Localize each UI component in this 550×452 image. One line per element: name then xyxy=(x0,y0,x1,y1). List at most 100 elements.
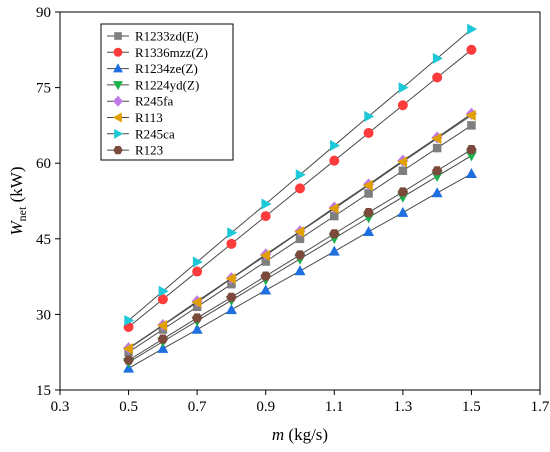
series-6-point-8 xyxy=(398,82,409,94)
legend-label-2: R1234ze(Z) xyxy=(135,61,198,76)
series-2-point-4 xyxy=(260,284,272,295)
series-2-point-1 xyxy=(157,342,169,353)
series-0-point-7 xyxy=(364,189,373,198)
series-0-point-5 xyxy=(295,234,305,244)
series-7-point-7 xyxy=(363,208,374,218)
y-axis-title-main: W xyxy=(7,219,26,235)
x-tick-label-6: 1.5 xyxy=(462,399,481,415)
series-7-point-6 xyxy=(329,229,340,239)
series-1-point-5 xyxy=(295,183,305,194)
legend-label-6: R245ca xyxy=(135,126,175,141)
y-tick-label-5: 90 xyxy=(36,5,51,21)
series-0-point-6 xyxy=(330,211,339,221)
x-tick-label-5: 1.3 xyxy=(393,399,412,415)
legend-marker-4 xyxy=(113,95,123,107)
series-1-point-7 xyxy=(363,127,374,138)
x-axis-title: m (kg/s) xyxy=(272,425,328,444)
series-2-point-3 xyxy=(225,304,237,315)
legend-label-3: R1224yd(Z) xyxy=(135,77,199,92)
series-6-point-4 xyxy=(261,198,272,210)
legend: R1233zd(E)R1336mzz(Z)R1234ze(Z)R1224yd(Z… xyxy=(100,23,234,161)
y-tick-label-4: 75 xyxy=(36,81,51,97)
series-6-point-1 xyxy=(158,285,169,297)
series-5-point-7 xyxy=(362,179,373,191)
series-5-point-5 xyxy=(294,226,305,238)
series-2-point-9 xyxy=(431,187,443,198)
series-5-point-6 xyxy=(328,203,339,215)
plot-frame xyxy=(59,11,541,391)
series-2-point-5 xyxy=(294,265,306,276)
series-1-point-1 xyxy=(157,294,168,305)
series-0-point-4 xyxy=(261,257,270,266)
series-6-point-9 xyxy=(432,52,443,64)
legend-marker-0 xyxy=(114,32,122,40)
series-5-point-8 xyxy=(397,156,408,168)
legend-label-1: R1336mzz(Z) xyxy=(135,45,208,60)
series-1-point-4 xyxy=(260,211,271,222)
series-6-point-10 xyxy=(467,23,478,35)
series-7-point-10 xyxy=(466,145,477,155)
series-1-point-10 xyxy=(466,44,477,55)
y-axis-title-sub: net xyxy=(15,206,29,221)
series-0-point-10 xyxy=(467,121,476,130)
x-tick-label-2: 0.7 xyxy=(188,399,207,415)
series-2-point-10 xyxy=(465,168,477,179)
y-axis-title: Wnet (kW) xyxy=(7,167,29,236)
series-2 xyxy=(123,168,477,373)
series-2-point-7 xyxy=(363,225,375,236)
series-5-point-10 xyxy=(465,109,476,121)
series-6-point-6 xyxy=(330,140,341,152)
y-tick-label-3: 60 xyxy=(36,156,51,172)
legend-marker-5 xyxy=(112,112,122,123)
series-5 xyxy=(122,109,476,355)
series-6-point-5 xyxy=(295,169,306,181)
series-2-point-2 xyxy=(191,323,203,334)
legend-marker-3 xyxy=(113,81,123,91)
x-tick-label-4: 1.1 xyxy=(325,399,344,415)
legend-marker-2 xyxy=(113,63,123,73)
legend-label-0: R1233zd(E) xyxy=(135,29,199,44)
x-tick-label-7: 1.7 xyxy=(531,399,550,415)
series-7-point-1 xyxy=(157,334,169,344)
series-6-point-3 xyxy=(227,227,238,239)
series-1-point-6 xyxy=(329,155,340,166)
series-layer xyxy=(122,23,478,373)
series-0-point-8 xyxy=(398,166,408,176)
series-7-point-3 xyxy=(226,292,237,302)
legend-box xyxy=(100,23,234,161)
x-axis-title-unit: (kg/s) xyxy=(284,425,328,444)
series-5-point-3 xyxy=(225,273,236,285)
series-2-point-6 xyxy=(328,245,340,256)
x-tick-label-0: 0.3 xyxy=(51,399,70,415)
legend-label-4: R245fa xyxy=(135,94,174,109)
axes: 0.3 0.5 0.7 0.9 1.1 1.3 1.5 1.7 15 30 45 60 75 90 xyxy=(36,5,550,415)
series-1-point-2 xyxy=(192,266,203,277)
series-5-point-0 xyxy=(122,343,133,355)
series-7 xyxy=(123,145,477,365)
series-1-point-3 xyxy=(226,238,237,249)
series-7-point-5 xyxy=(294,250,306,260)
series-6-point-7 xyxy=(364,110,375,122)
series-6-point-2 xyxy=(192,256,203,268)
series-7-point-8 xyxy=(397,187,409,197)
series-1-point-9 xyxy=(432,72,443,83)
series-1-point-8 xyxy=(397,100,408,111)
series-7-point-4 xyxy=(260,271,271,281)
series-7-point-0 xyxy=(123,355,134,365)
series-6-point-0 xyxy=(124,314,135,326)
series-6 xyxy=(124,23,478,326)
y-tick-label-0: 15 xyxy=(36,383,51,399)
series-5-point-1 xyxy=(157,319,168,331)
legend-marker-1 xyxy=(113,47,123,57)
series-0-point-9 xyxy=(432,143,442,153)
series-5-point-4 xyxy=(259,249,270,261)
legend-label-7: R123 xyxy=(135,143,163,158)
series-5-point-9 xyxy=(431,133,442,144)
y-axis-title-unit: (kW) xyxy=(7,167,26,207)
x-tick-label-1: 0.5 xyxy=(119,399,138,415)
series-7-point-9 xyxy=(431,166,443,176)
series-0-point-3 xyxy=(227,279,236,289)
y-tick-label-2: 45 xyxy=(36,232,51,248)
series-2-point-8 xyxy=(397,206,409,217)
